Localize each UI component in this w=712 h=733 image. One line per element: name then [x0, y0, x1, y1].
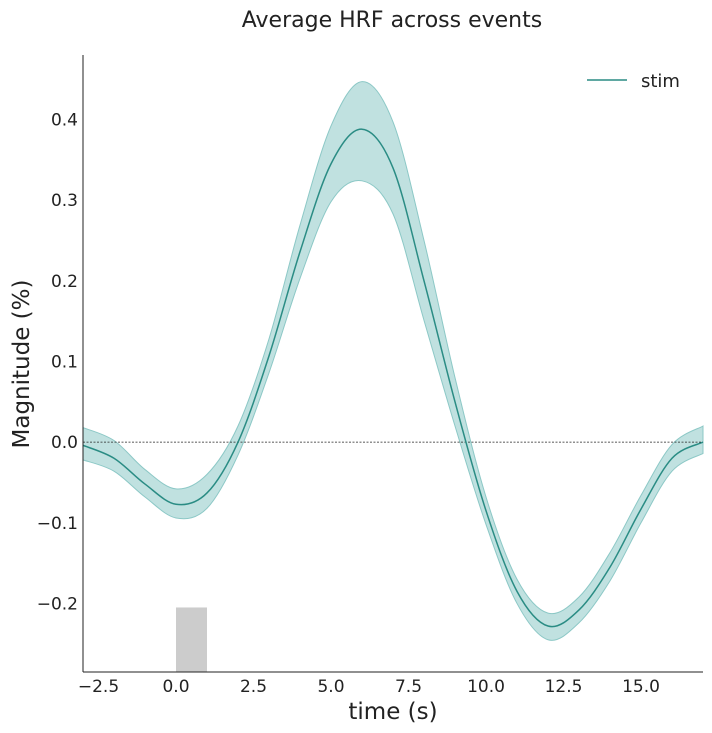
x-tick-label: −2.5 [78, 677, 119, 697]
plot-area [82, 81, 704, 672]
x-tick-label: 10.0 [467, 677, 505, 697]
x-tick-label: 15.0 [622, 677, 660, 697]
y-tick-label: −0.2 [37, 594, 78, 614]
legend: stim [587, 71, 680, 92]
x-axis-label: time (s) [348, 699, 437, 725]
y-tick-label: 0.1 [51, 352, 78, 372]
y-tick-label: 0.4 [51, 111, 78, 131]
y-ticks: −0.2 −0.1 0.0 0.1 0.2 0.3 0.4 [37, 111, 78, 615]
x-tick-label: 12.5 [545, 677, 583, 697]
x-tick-label: 2.5 [240, 677, 267, 697]
x-ticks: −2.5 0.0 2.5 5.0 7.5 10.0 12.5 15.0 [78, 677, 660, 697]
stimulus-block [176, 607, 207, 672]
x-tick-label: 0.0 [162, 677, 189, 697]
confidence-band [82, 81, 704, 641]
y-tick-label: 0.0 [51, 433, 78, 453]
y-tick-label: 0.3 [51, 191, 78, 211]
y-axis-label: Magnitude (%) [9, 280, 35, 449]
y-tick-label: 0.2 [51, 272, 78, 292]
x-tick-label: 7.5 [395, 677, 422, 697]
y-tick-label: −0.1 [37, 514, 78, 534]
series-line-stim [82, 128, 704, 628]
chart-title: Average HRF across events [242, 8, 542, 33]
x-tick-label: 5.0 [317, 677, 344, 697]
legend-label-stim: stim [641, 71, 680, 92]
